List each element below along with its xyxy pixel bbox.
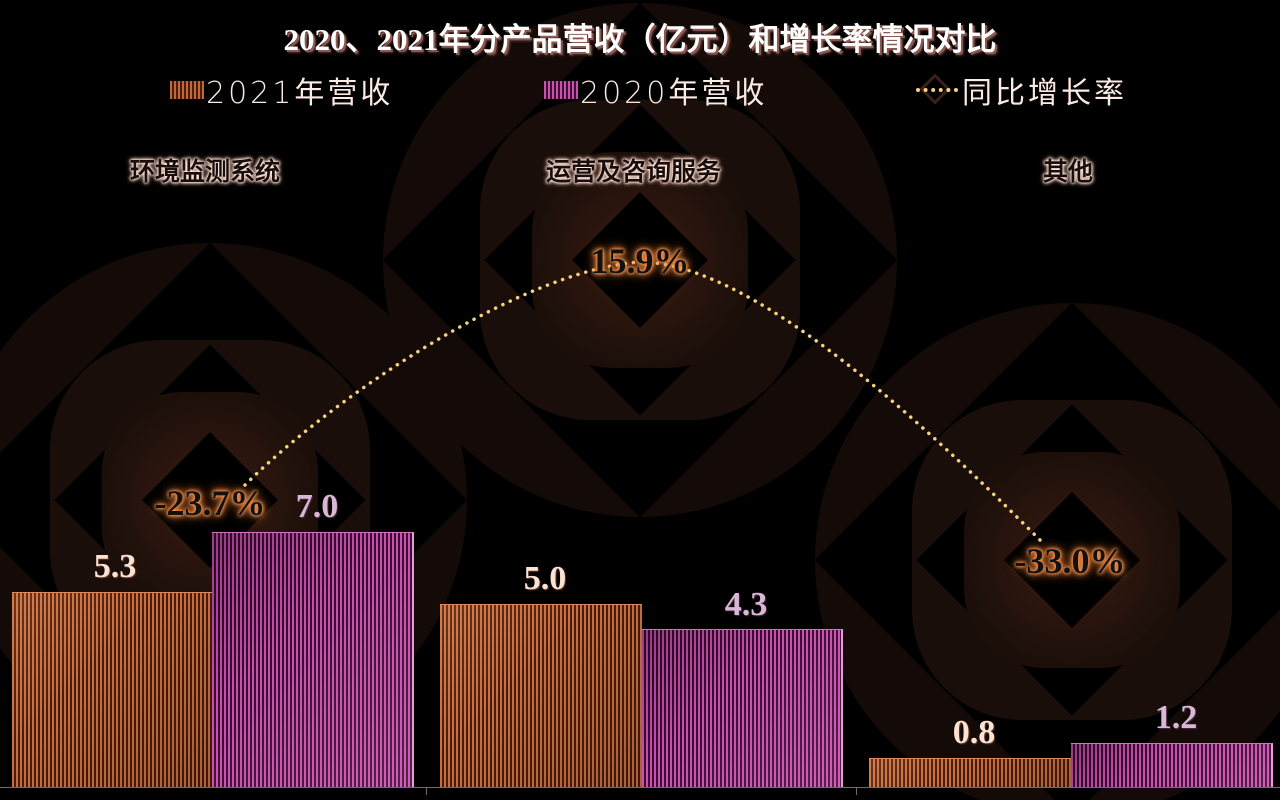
x-axis-tick (856, 787, 857, 795)
legend-label: 2020年营收 (580, 76, 768, 111)
legend-label: 2021年营收 (206, 76, 394, 111)
bar-2020-other[interactable] (1071, 743, 1273, 787)
legend-item-2020[interactable]: 2020年营收 (544, 72, 767, 111)
growth-rate-label: -23.7% (154, 483, 266, 523)
bar-2020-env-monitoring[interactable] (212, 532, 414, 787)
category-label: 其他 (1043, 159, 1094, 186)
bar-value-label: 5.0 (523, 560, 567, 597)
legend-label: 同比增长率 (962, 76, 1127, 111)
category-label: 环境监测系统 (130, 159, 281, 186)
legend-item-growth[interactable]: 同比增长率 (914, 72, 1127, 111)
bar-value-label: 1.2 (1154, 699, 1198, 736)
growth-rate-label: -33.0% (1014, 541, 1126, 581)
bar-2021-env-monitoring[interactable] (12, 592, 212, 787)
bar-2021-other[interactable] (869, 758, 1071, 787)
dotted-line-swatch-icon (914, 73, 958, 105)
growth-rate-label: 15.9% (590, 241, 690, 281)
bar-value-label: 0.8 (952, 714, 996, 751)
category-label: 运营及咨询服务 (546, 159, 722, 186)
x-axis-tick (426, 787, 427, 795)
orange-hatched-swatch-icon (170, 81, 204, 99)
legend-item-2021[interactable]: 2021年营收 (170, 72, 393, 111)
purple-hatched-swatch-icon (544, 81, 578, 99)
bar-value-label: 5.3 (93, 548, 137, 585)
chart-title: 2020、2021年分产品营收（亿元）和增长率情况对比 (283, 22, 997, 57)
bar-2020-operations[interactable] (642, 629, 843, 787)
bar-value-label: 4.3 (724, 586, 768, 623)
bar-2021-operations[interactable] (440, 604, 642, 787)
x-axis (0, 787, 1280, 788)
